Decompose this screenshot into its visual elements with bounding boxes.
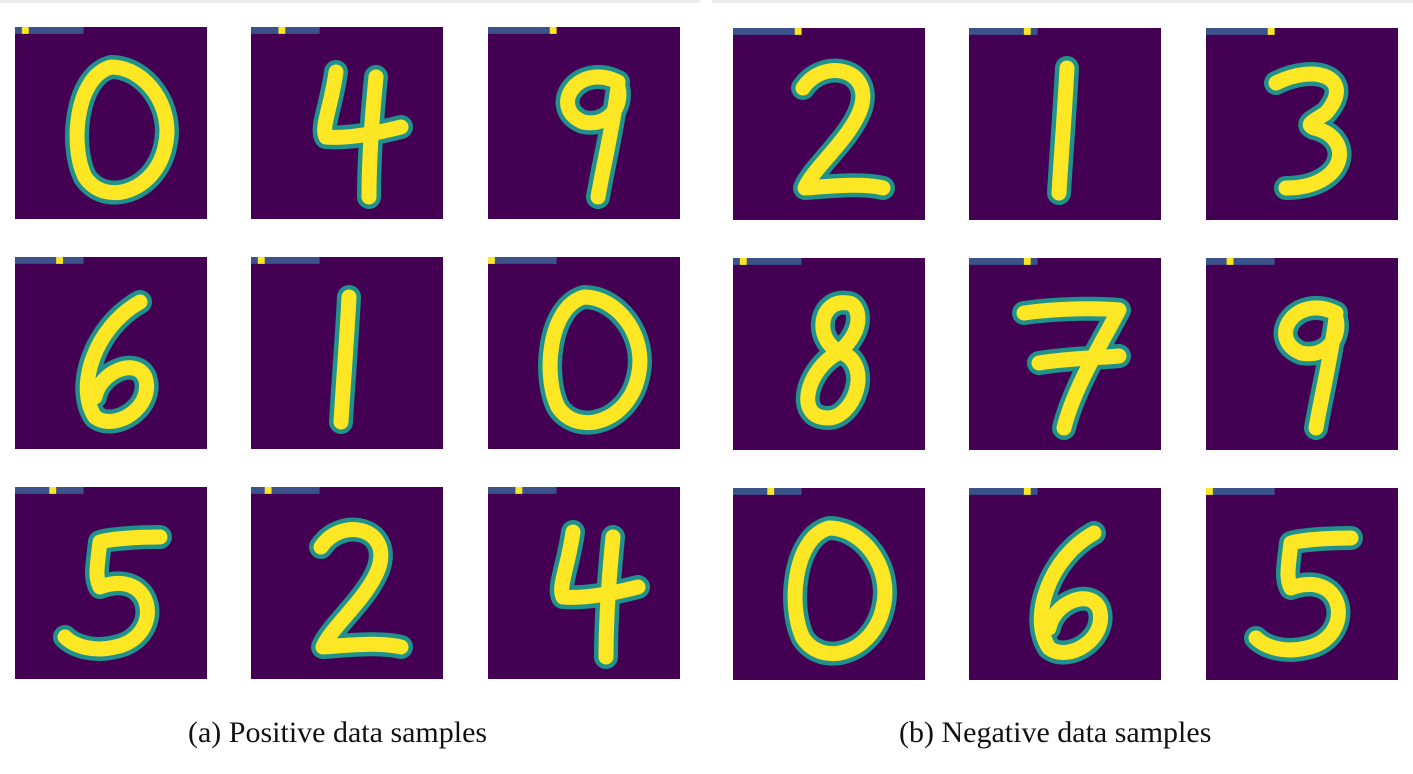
label-indicator xyxy=(549,27,557,34)
digit-stroke xyxy=(69,59,175,201)
digit-image xyxy=(1206,258,1398,450)
digit-sample xyxy=(15,27,207,219)
label-indicator xyxy=(1023,258,1031,265)
label-indicator xyxy=(21,27,29,34)
label-strip xyxy=(251,27,320,34)
digit-sample xyxy=(733,258,925,450)
label-indicator xyxy=(767,488,775,495)
digit-sample xyxy=(15,487,207,679)
digit-sample xyxy=(1206,488,1398,680)
label-strip xyxy=(1206,28,1275,35)
digit-sample xyxy=(15,257,207,449)
digit-image xyxy=(969,28,1161,220)
label-strip xyxy=(1206,258,1275,265)
label-indicator xyxy=(264,487,272,494)
digit-sample xyxy=(969,488,1161,680)
label-strip xyxy=(251,257,320,264)
digit-image xyxy=(251,487,443,679)
digit-image xyxy=(1206,488,1398,680)
negative-panel: (b) Negative data samples xyxy=(712,0,1413,774)
digit-sample xyxy=(969,28,1161,220)
digit-image xyxy=(969,488,1161,680)
digit-stroke xyxy=(1051,60,1075,201)
label-strip xyxy=(733,488,802,495)
label-strip xyxy=(1206,488,1275,495)
digit-stroke xyxy=(57,529,168,657)
digit-sample xyxy=(488,257,680,449)
digit-stroke xyxy=(542,289,648,431)
digit-image xyxy=(251,27,443,219)
label-strip xyxy=(15,257,84,264)
digit-stroke xyxy=(1016,301,1127,436)
label-indicator xyxy=(1023,28,1031,35)
digit-image xyxy=(733,28,925,220)
digit-stroke xyxy=(795,63,891,196)
digit-stroke xyxy=(554,524,646,665)
label-indicator xyxy=(794,28,802,35)
digit-stroke xyxy=(1248,530,1359,658)
panel-top-rule xyxy=(712,0,1413,3)
label-indicator xyxy=(515,487,523,494)
digit-sample xyxy=(251,27,443,219)
panel-caption: (b) Negative data samples xyxy=(899,716,1212,749)
digit-image xyxy=(1206,28,1398,220)
label-strip xyxy=(969,488,1038,495)
digit-image xyxy=(488,27,680,219)
digit-sample xyxy=(733,488,925,680)
label-indicator xyxy=(257,257,265,264)
label-indicator xyxy=(488,257,495,264)
digit-image xyxy=(15,487,207,679)
label-indicator xyxy=(1206,488,1213,495)
digit-stroke xyxy=(317,64,409,205)
digit-image xyxy=(733,258,925,450)
digit-image xyxy=(733,488,925,680)
label-indicator xyxy=(1226,258,1234,265)
digit-image xyxy=(251,257,443,449)
label-strip xyxy=(969,258,1038,265)
label-indicator xyxy=(278,27,286,34)
digit-stroke xyxy=(1268,66,1347,196)
label-indicator xyxy=(49,487,57,494)
positive-panel: (a) Positive data samples xyxy=(0,0,700,774)
digit-image xyxy=(488,257,680,449)
label-strip xyxy=(251,487,320,494)
panel-top-rule xyxy=(0,0,700,3)
digit-image xyxy=(969,258,1161,450)
image-background xyxy=(251,27,443,219)
digit-sample xyxy=(969,258,1161,450)
digit-image xyxy=(15,27,207,219)
digit-stroke xyxy=(79,294,155,429)
label-strip xyxy=(488,257,557,264)
digit-stroke xyxy=(800,295,866,426)
digit-sample xyxy=(251,257,443,449)
digit-stroke xyxy=(1278,300,1345,436)
label-strip xyxy=(15,27,84,34)
panel-caption: (a) Positive data samples xyxy=(188,716,488,749)
digit-image xyxy=(15,257,207,449)
label-indicator xyxy=(1023,488,1031,495)
digit-stroke xyxy=(787,520,893,662)
digit-sample xyxy=(251,487,443,679)
digit-stroke xyxy=(560,69,627,205)
digit-image xyxy=(488,487,680,679)
image-background xyxy=(488,487,680,679)
label-indicator xyxy=(1267,28,1275,35)
label-strip xyxy=(488,27,557,34)
label-indicator xyxy=(56,257,64,264)
digit-sample xyxy=(733,28,925,220)
digit-stroke xyxy=(313,522,409,655)
label-strip xyxy=(733,28,802,35)
label-indicator xyxy=(739,258,747,265)
digit-sample xyxy=(488,487,680,679)
digit-sample xyxy=(1206,28,1398,220)
digit-sample xyxy=(488,27,680,219)
digit-stroke xyxy=(1033,525,1109,660)
label-strip xyxy=(733,258,802,265)
digit-sample xyxy=(1206,258,1398,450)
label-strip xyxy=(969,28,1038,35)
digit-stroke xyxy=(333,289,357,430)
